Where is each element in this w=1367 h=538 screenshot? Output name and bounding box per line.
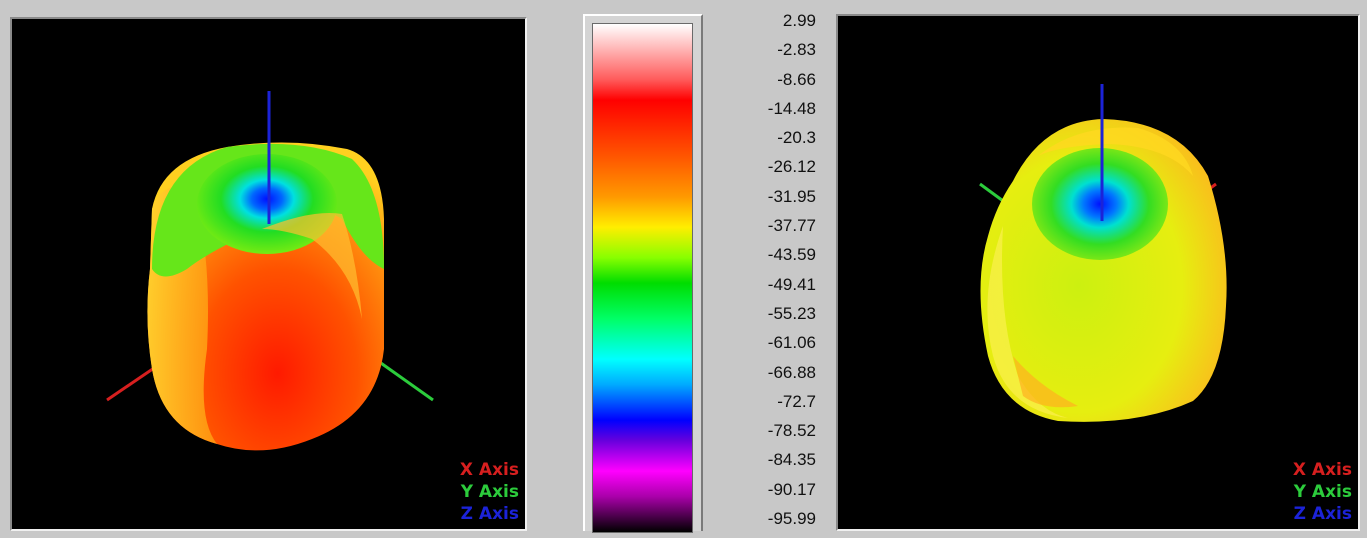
z-axis-label: Z Axis (460, 504, 519, 524)
left-3d-viewport[interactable]: X Axis Y Axis Z Axis (10, 17, 527, 531)
color-scale-tick: -84.35 (767, 450, 816, 470)
color-scale-tick: -90.17 (767, 479, 816, 499)
color-scale-tick: -26.12 (767, 157, 816, 177)
color-scale-tick: -72.7 (777, 391, 816, 411)
color-scale-tick: -37.77 (767, 216, 816, 236)
color-scale-tick: -49.41 (767, 274, 816, 294)
x-axis-line (106, 362, 161, 402)
color-scale-tick: -14.48 (767, 98, 816, 118)
axis-legend: X Axis Y Axis Z Axis (1293, 459, 1352, 525)
y-axis-label: Y Axis (460, 482, 519, 502)
color-scale-frame (583, 14, 703, 533)
color-scale-tick: -55.23 (767, 303, 816, 323)
color-scale-tick: -20.3 (777, 128, 816, 148)
left-radiation-pattern (106, 91, 434, 451)
color-scale-bar (592, 23, 693, 533)
color-scale-tick: 2.99 (782, 11, 816, 30)
color-scale-tick: -31.95 (767, 186, 816, 206)
x-axis-label: X Axis (459, 460, 519, 480)
color-scale-tick: -66.88 (767, 362, 816, 382)
color-scale-tick: -61.06 (767, 333, 816, 353)
right-radiation-pattern (979, 84, 1227, 422)
right-lobe-cap (1032, 148, 1168, 260)
color-scale-tick: -8.66 (777, 69, 816, 89)
color-scale-tick: -43.59 (767, 245, 816, 265)
y-axis-label: Y Axis (1293, 482, 1352, 502)
color-scale-ticks: 2.99 -2.83 -8.66 -14.48 -20.3 -26.12 -31.95 -37… (720, 11, 816, 538)
axis-legend: X Axis Y Axis Z Axis (460, 459, 519, 525)
color-scale-tick: -2.83 (777, 40, 816, 60)
color-scale-tick: -95.99 (767, 509, 816, 529)
y-axis-line (377, 359, 434, 402)
x-axis-label: X Axis (1292, 460, 1352, 480)
color-scale-tick: -78.52 (767, 421, 816, 441)
z-axis-label: Z Axis (1293, 504, 1352, 524)
right-3d-viewport[interactable]: X Axis Y Axis Z Axis (836, 14, 1360, 531)
